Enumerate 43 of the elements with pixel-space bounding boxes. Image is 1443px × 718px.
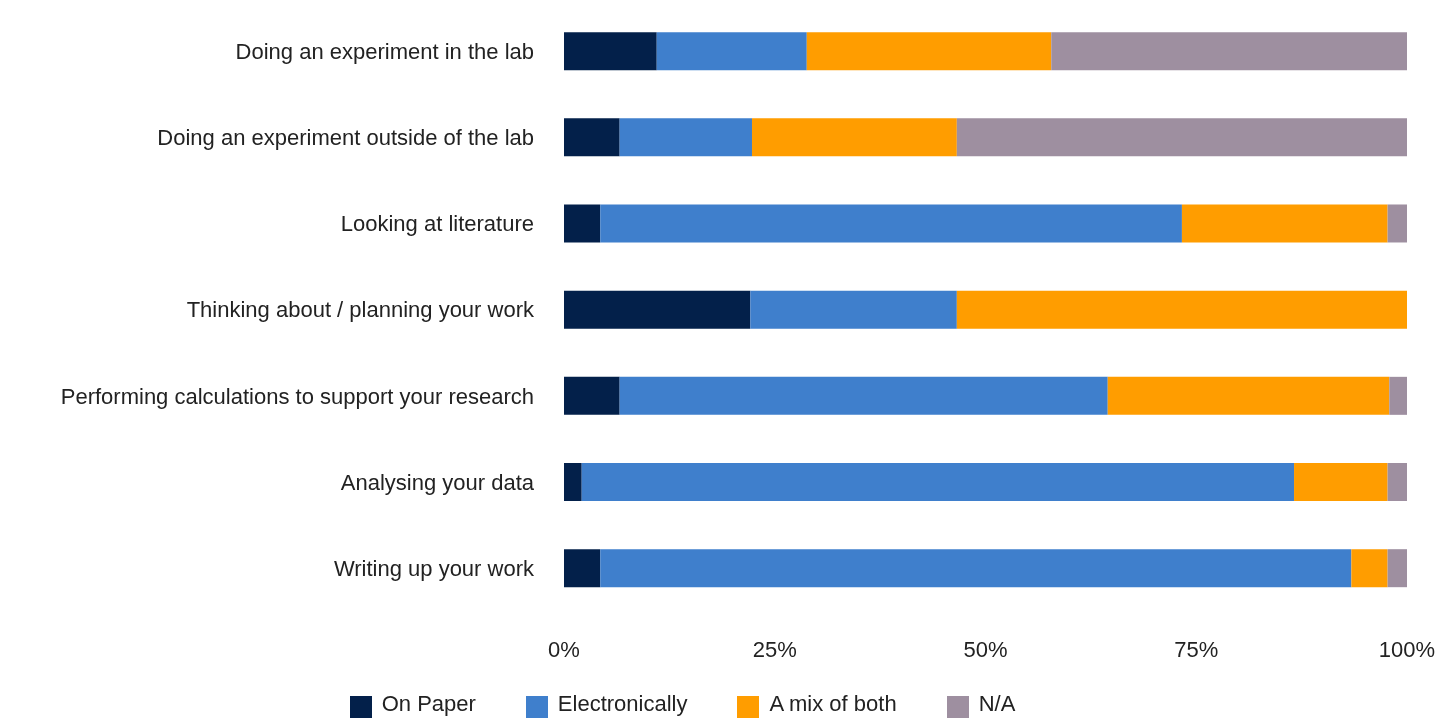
bar [564,463,582,502]
bar [619,376,1108,415]
y-tick-label: Thinking about / planning your work [186,297,535,323]
x-tick-label: 50% [963,636,1008,662]
bar [751,118,957,157]
bar [1351,549,1388,588]
bar [956,290,1407,329]
x-tick-label: 75% [1174,636,1219,662]
bar [806,32,1052,71]
bar [564,376,620,415]
bar [1387,204,1407,243]
bar [1181,204,1388,243]
bar [1387,549,1407,588]
bar [1389,376,1407,415]
x-tick-label: 0% [548,636,580,662]
bar [581,463,1295,502]
bar [956,118,1407,157]
bar [619,118,752,157]
y-tick-label: Looking at literature [340,211,534,237]
legend-label: On Paper [381,691,476,717]
y-tick-label: Performing calculations to support your research [60,383,534,409]
y-tick-label: Analysing your data [340,469,535,495]
bar [1107,376,1390,415]
bar [1294,463,1388,502]
legend-label: Electronically [557,691,688,717]
bar [564,290,751,329]
bar [1051,32,1407,71]
y-tick-label: Doing an experiment in the lab [235,38,534,64]
x-tick-label: 100% [1378,636,1436,662]
bar [1387,463,1407,502]
bar [600,549,1352,588]
bar [564,118,620,157]
y-tick-label: Writing up your work [333,555,535,581]
bar [564,204,601,243]
legend-label: A mix of both [769,691,897,717]
legend-label: N/A [978,691,1016,717]
bar [656,32,807,71]
x-tick-label: 25% [752,636,797,662]
y-tick-label: Doing an experiment outside of the lab [157,125,534,151]
bar [564,549,601,588]
bar [564,32,657,71]
bar [600,204,1182,243]
bar [750,290,957,329]
